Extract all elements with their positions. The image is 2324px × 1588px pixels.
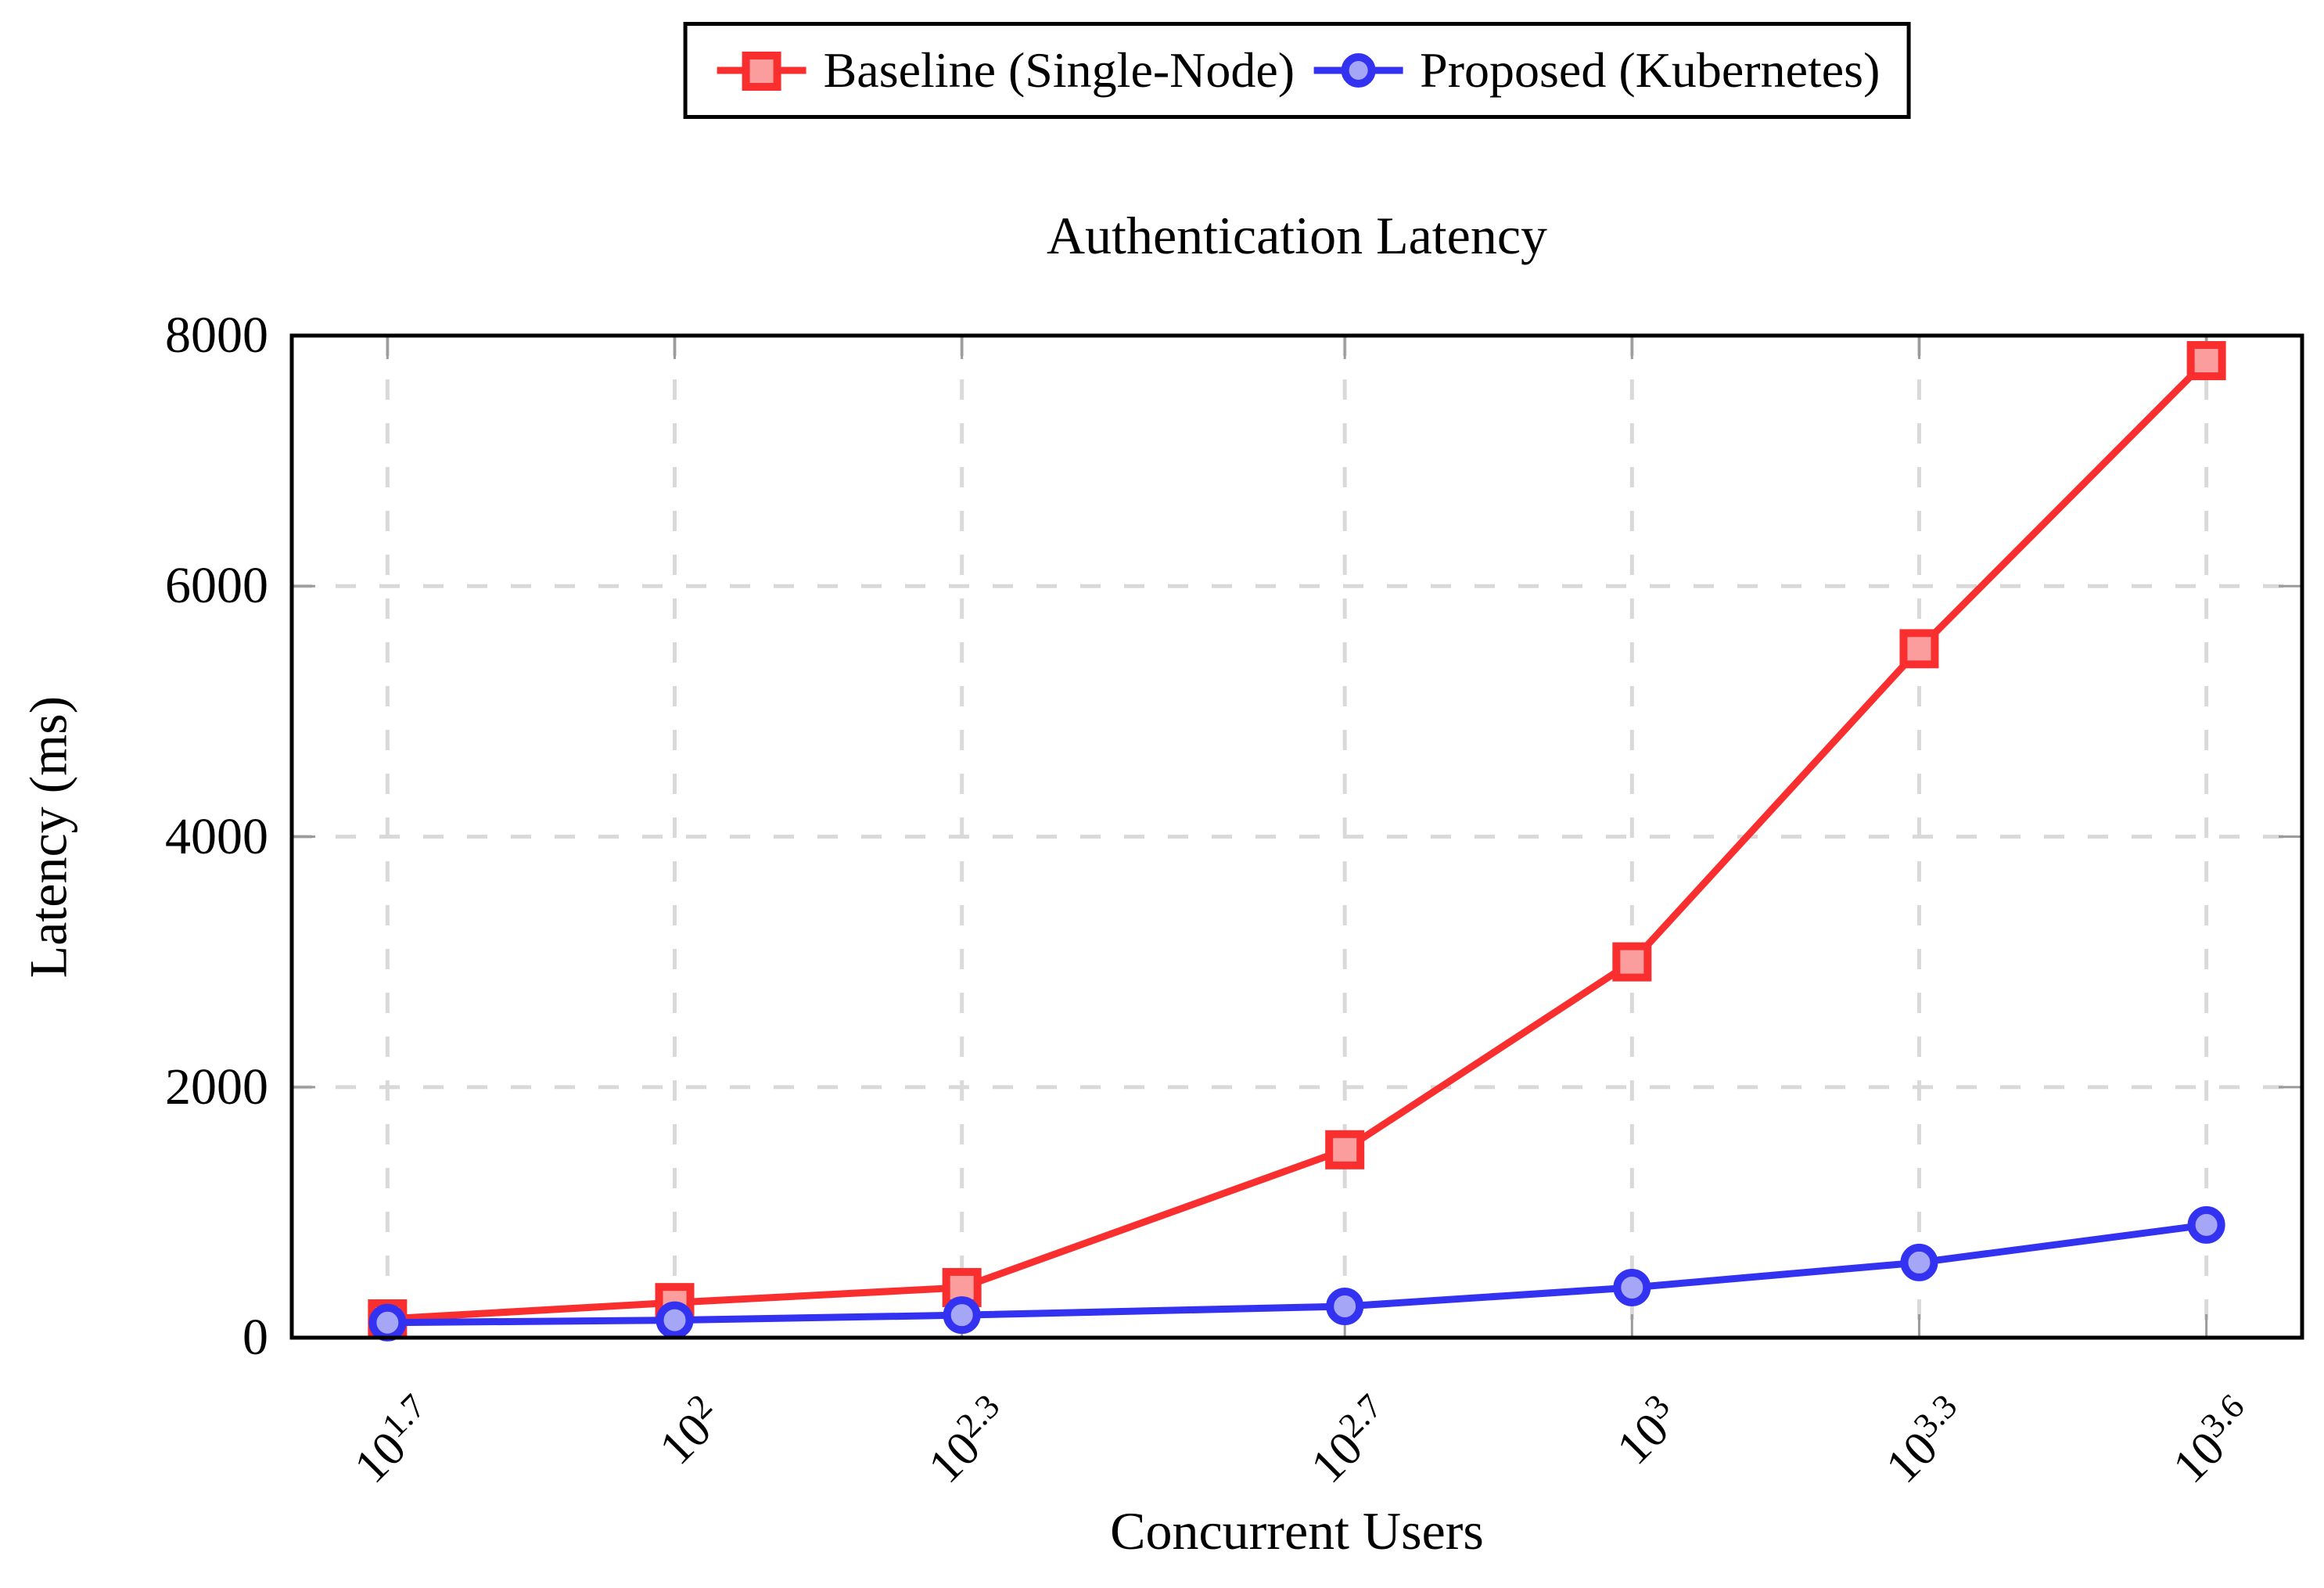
marker-circle-1-2 xyxy=(943,1296,981,1335)
legend-label-proposed: Proposed (Kubernetes) xyxy=(1420,42,1880,98)
baseline-legend-sample xyxy=(717,52,806,91)
marker-circle-1-6 xyxy=(2187,1205,2225,1244)
x-axis-label: Concurrent Users xyxy=(1110,1501,1484,1561)
marker-square-0-6 xyxy=(2186,341,2226,381)
legend-box: Baseline (Single-Node) Proposed (Kuberne… xyxy=(683,22,1911,119)
marker-circle-1-3 xyxy=(1326,1287,1364,1325)
proposed-legend-sample xyxy=(1313,53,1403,88)
legend-item-baseline: Baseline (Single-Node) xyxy=(714,41,1295,99)
proposed-circle-marker-icon xyxy=(1341,53,1376,88)
legend-label-baseline: Baseline (Single-Node) xyxy=(823,42,1295,98)
marker-square-0-4 xyxy=(1612,942,1652,982)
legend-item-proposed: Proposed (Kubernetes) xyxy=(1310,41,1880,99)
chart-title: Authentication Latency xyxy=(1046,206,1548,265)
marker-circle-1-1 xyxy=(656,1301,694,1339)
y-tick-label-4: 8000 xyxy=(165,307,268,364)
y-tick-label-3: 6000 xyxy=(165,557,268,615)
marker-square-0-3 xyxy=(1325,1130,1365,1169)
plot-border xyxy=(289,333,2304,1340)
y-tick-label-2: 4000 xyxy=(165,807,268,865)
marker-square-0-5 xyxy=(1899,629,1939,669)
marker-circle-1-4 xyxy=(1613,1268,1651,1306)
marker-circle-1-0 xyxy=(368,1303,407,1342)
y-tick-label-1: 2000 xyxy=(165,1058,268,1116)
y-tick-label-0: 0 xyxy=(242,1309,268,1366)
series-line-0 xyxy=(387,357,2209,1323)
marker-circle-1-5 xyxy=(1900,1243,1938,1281)
baseline-square-marker-icon xyxy=(742,52,781,91)
